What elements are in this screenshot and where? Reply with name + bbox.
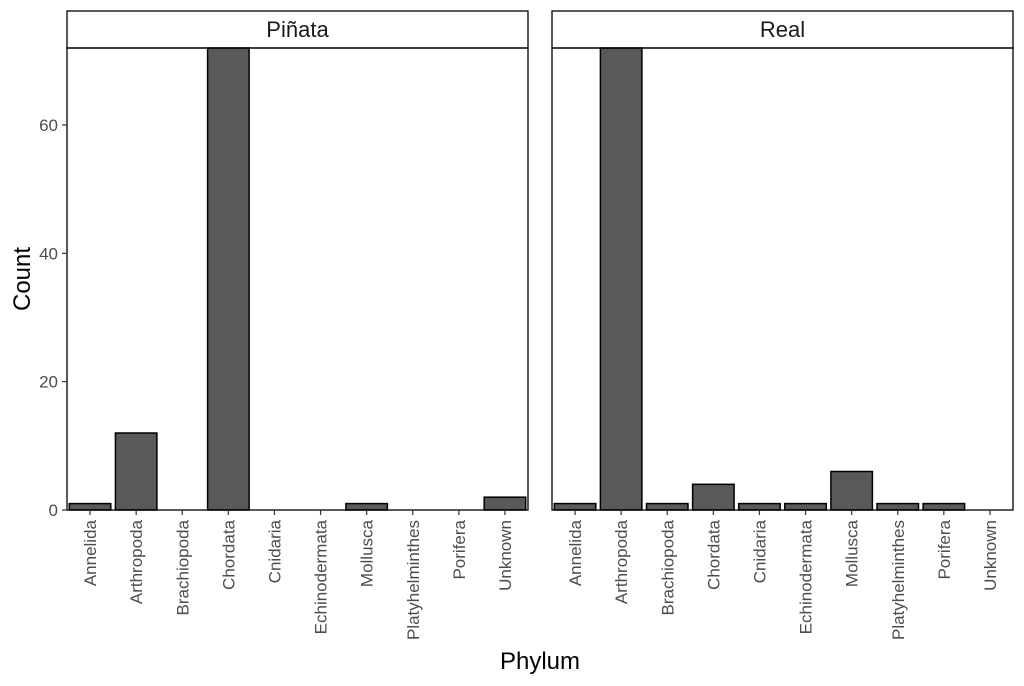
bar xyxy=(830,470,874,511)
bar xyxy=(599,47,643,511)
x-tick-label: Echinodermata xyxy=(797,519,816,634)
x-tick-label: Arthropoda xyxy=(127,519,146,604)
x-tick-label: Porifera xyxy=(935,519,954,579)
x-tick-label: Annelida xyxy=(566,519,585,586)
bar xyxy=(691,483,735,511)
y-tick-label: 60 xyxy=(39,116,58,135)
x-axis-title: Phylum xyxy=(500,648,580,675)
x-tick-label: Cnidaria xyxy=(751,519,770,583)
x-tick-label: Mollusca xyxy=(358,519,377,587)
x-tick-label: Cnidaria xyxy=(266,519,285,583)
y-tick-label: 0 xyxy=(49,501,58,520)
x-tick-label: Porifera xyxy=(450,519,469,579)
bar xyxy=(784,502,828,511)
facet-panel-1: Piñata Annelida Arthropoda Brachiopoda Chord… xyxy=(39,10,529,640)
bar xyxy=(206,47,250,511)
bar xyxy=(483,496,527,511)
x-tick-label: Platyhelminthes xyxy=(889,520,908,640)
panel-border xyxy=(66,47,529,511)
facet-strip-label: Piñata xyxy=(266,17,329,42)
bar xyxy=(645,502,689,511)
x-tick-label: Unknown xyxy=(496,520,515,591)
facet-strip-label: Real xyxy=(760,17,805,42)
bar xyxy=(737,502,781,511)
y-axis-title: Count xyxy=(9,247,36,311)
x-tick-label: Chordata xyxy=(219,519,238,589)
bar xyxy=(68,502,112,511)
facet-strip xyxy=(551,10,1014,49)
x-tick-label: Mollusca xyxy=(843,519,862,587)
x-tick-label: Chordata xyxy=(704,519,723,589)
x-tick-label: Brachiopoda xyxy=(173,519,192,615)
x-tick-label: Annelida xyxy=(81,519,100,586)
x-tick-label: Arthropoda xyxy=(612,519,631,604)
y-tick-label: 40 xyxy=(39,244,58,263)
panel-border xyxy=(551,47,1014,511)
facet-panel-2: Real Annelida Arthropoda Brachiopoda Chordat… xyxy=(551,10,1014,640)
bar xyxy=(345,502,389,511)
y-tick-label: 20 xyxy=(39,373,58,392)
x-tick-label: Unknown xyxy=(981,520,1000,591)
x-tick-label: Platyhelminthes xyxy=(404,520,423,640)
bar xyxy=(114,432,158,511)
facet-strip xyxy=(66,10,529,49)
bar xyxy=(876,502,920,511)
x-tick-label: Echinodermata xyxy=(312,519,331,634)
bar xyxy=(922,502,966,511)
bar xyxy=(553,502,597,511)
x-tick-label: Brachiopoda xyxy=(658,519,677,615)
